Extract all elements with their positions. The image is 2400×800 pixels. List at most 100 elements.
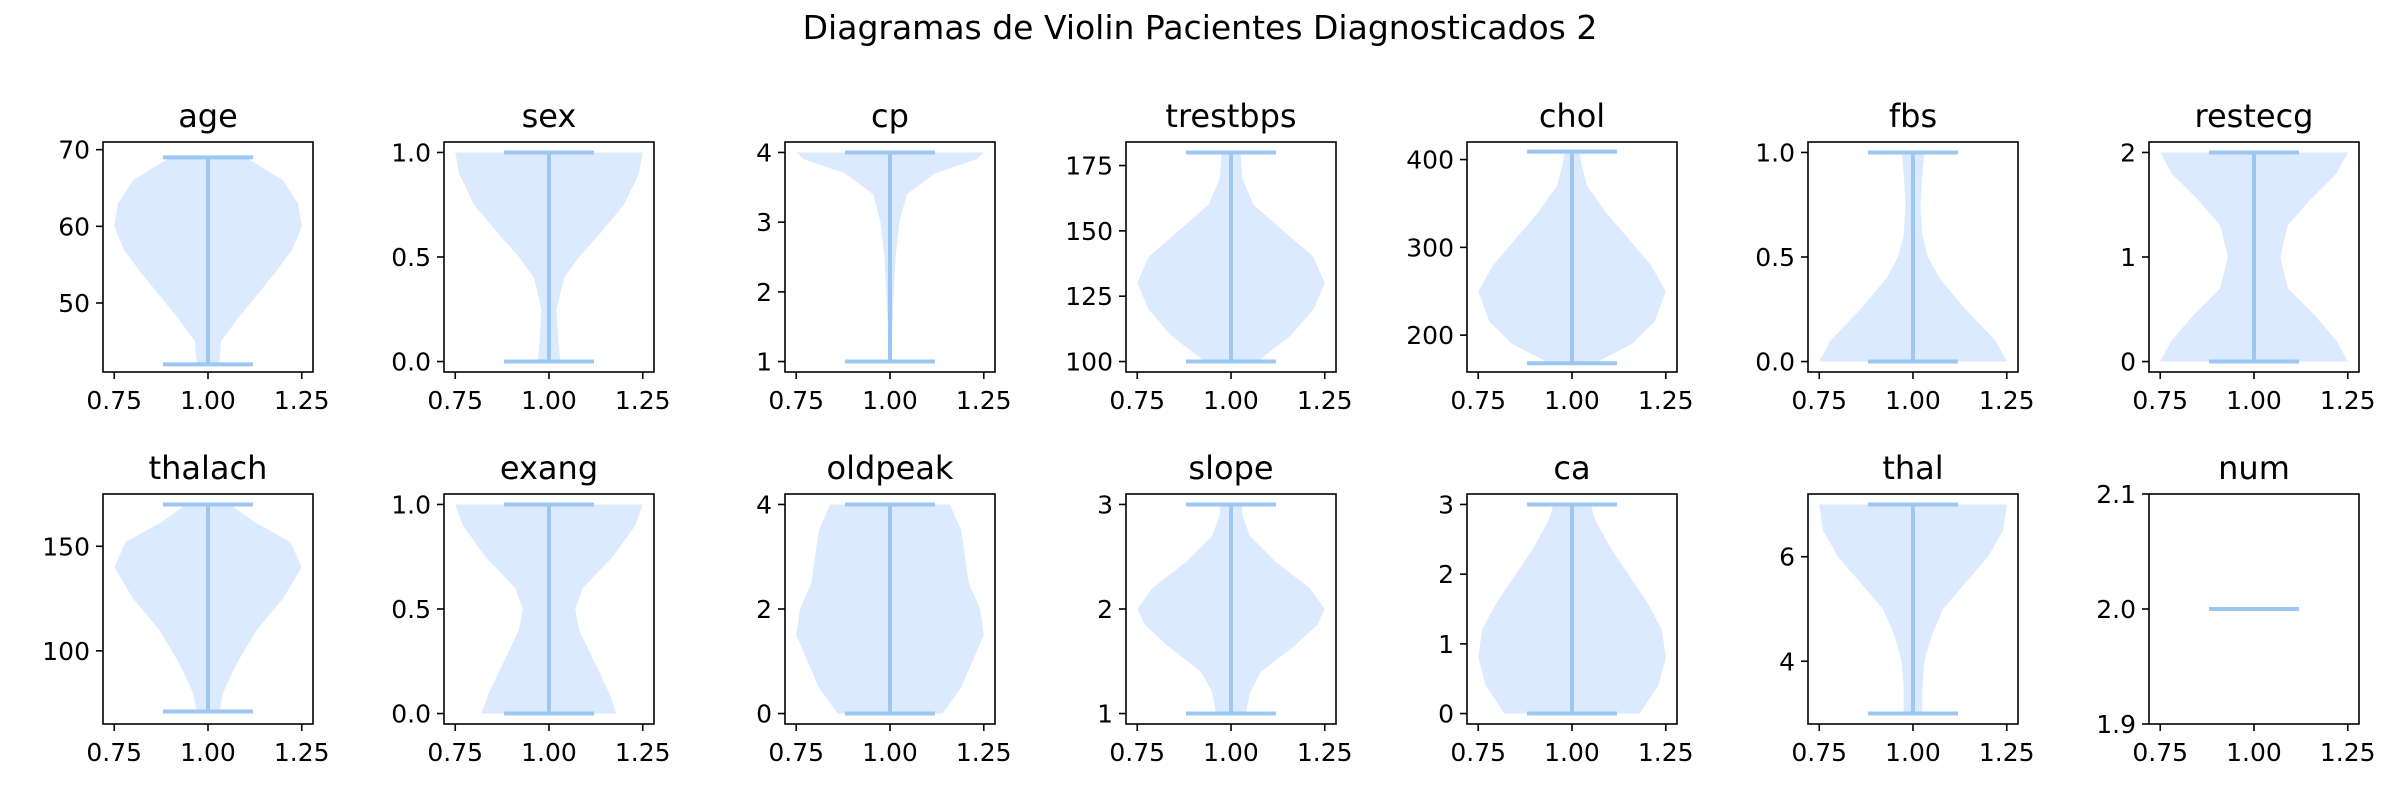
y-tick-label: 1.0 [1755, 138, 1795, 167]
x-tick-label: 1.25 [956, 738, 1012, 767]
y-tick-label: 2 [756, 595, 772, 624]
x-tick-label: 1.25 [1979, 738, 2035, 767]
y-tick-label: 4 [756, 490, 772, 519]
y-tick-label: 1 [1438, 630, 1454, 659]
x-tick-label: 0.75 [427, 738, 483, 767]
y-tick-label: 1 [2120, 243, 2136, 272]
y-tick-label: 0 [1438, 700, 1454, 729]
subplot-oldpeak: oldpeak 0.75 1.00 1.25 0 2 4 [756, 449, 1011, 767]
x-tick-label: 0.75 [768, 738, 824, 767]
x-tick-label: 0.75 [427, 386, 483, 415]
y-tick-label: 0.0 [391, 348, 431, 377]
x-tick-label: 1.25 [615, 386, 671, 415]
subplot-title: trestbps [1165, 97, 1296, 135]
y-tick-label: 6 [1779, 543, 1795, 572]
y-tick-label: 2 [1097, 595, 1113, 624]
y-tick-label: 1 [756, 348, 772, 377]
x-tick-label: 1.25 [1979, 386, 2035, 415]
x-tick-label: 1.25 [274, 386, 330, 415]
y-tick-label: 0 [756, 700, 772, 729]
subplot-title: ca [1553, 449, 1590, 487]
y-tick-label: 2.0 [2096, 595, 2136, 624]
x-tick-label: 1.00 [862, 386, 918, 415]
y-tick-label: 1.9 [2096, 710, 2136, 739]
x-tick-label: 1.00 [521, 386, 577, 415]
subplot-sex: sex 0.75 1.00 1.25 0.0 0.5 1.0 [391, 97, 670, 415]
subplot-title: num [2218, 449, 2290, 487]
y-tick-label: 70 [58, 136, 90, 165]
x-tick-label: 0.75 [86, 738, 142, 767]
subplot-title: chol [1539, 97, 1605, 135]
y-tick-label: 100 [1065, 348, 1113, 377]
x-tick-label: 0.75 [1109, 738, 1165, 767]
x-tick-label: 1.00 [1544, 738, 1600, 767]
x-tick-label: 0.75 [1109, 386, 1165, 415]
x-tick-label: 0.75 [2132, 386, 2188, 415]
y-tick-label: 2 [1438, 560, 1454, 589]
y-tick-label: 1 [1097, 700, 1113, 729]
subplot-title: thal [1882, 449, 1943, 487]
y-tick-label: 0.5 [391, 243, 431, 272]
x-tick-label: 1.00 [1203, 738, 1259, 767]
subplot-trestbps: trestbps 0.75 1.00 1.25 100 125 150 175 [1065, 97, 1352, 415]
y-tick-label: 0.5 [1755, 243, 1795, 272]
x-tick-label: 1.00 [180, 386, 236, 415]
y-tick-label: 150 [1065, 217, 1113, 246]
x-tick-label: 1.25 [1638, 386, 1694, 415]
x-tick-label: 1.25 [2320, 386, 2376, 415]
subplot-title: sex [522, 97, 577, 135]
subplot-fbs: fbs 0.75 1.00 1.25 0.0 0.5 1.0 [1755, 97, 2034, 415]
subplot-title: exang [500, 449, 598, 487]
subplot-num: num 0.75 1.00 1.25 1.9 2.0 2.1 [2096, 449, 2375, 767]
x-tick-label: 0.75 [1791, 386, 1847, 415]
y-tick-label: 100 [42, 637, 90, 666]
subplot-title: slope [1188, 449, 1273, 487]
x-tick-label: 1.00 [862, 738, 918, 767]
x-tick-label: 1.00 [1544, 386, 1600, 415]
y-tick-label: 3 [756, 208, 772, 237]
x-tick-label: 0.75 [1791, 738, 1847, 767]
subplot-thal: thal 0.75 1.00 1.25 4 6 [1779, 449, 2034, 767]
x-tick-label: 0.75 [768, 386, 824, 415]
x-tick-label: 0.75 [1450, 386, 1506, 415]
subplot-ca: ca 0.75 1.00 1.25 0 1 2 3 [1438, 449, 1693, 767]
subplot-cp: cp 0.75 1.00 1.25 1 2 3 4 [756, 97, 1011, 415]
subplot-exang: exang 0.75 1.00 1.25 0.0 0.5 1.0 [391, 449, 670, 767]
x-tick-label: 1.00 [1203, 386, 1259, 415]
x-tick-label: 1.25 [1297, 738, 1353, 767]
subplot-thalach: thalach 0.75 1.00 1.25 100 150 [42, 449, 329, 767]
y-tick-label: 3 [1097, 490, 1113, 519]
subplot-title: oldpeak [827, 449, 954, 487]
x-tick-label: 1.25 [1297, 386, 1353, 415]
x-tick-label: 0.75 [86, 386, 142, 415]
y-tick-label: 0.0 [1755, 348, 1795, 377]
y-tick-label: 2 [2120, 138, 2136, 167]
subplot-age: age 0.75 1.00 1.25 50 60 70 [58, 97, 329, 415]
subplot-title: cp [871, 97, 909, 135]
y-tick-label: 300 [1406, 233, 1454, 262]
subplot-title: thalach [149, 449, 268, 487]
x-tick-label: 1.00 [1885, 386, 1941, 415]
x-tick-label: 1.00 [521, 738, 577, 767]
y-tick-label: 50 [58, 289, 90, 318]
x-tick-label: 1.25 [2320, 738, 2376, 767]
subplot-restecg: restecg 0.75 1.00 1.25 0 1 2 [2120, 97, 2375, 415]
y-tick-label: 175 [1065, 152, 1113, 181]
y-tick-label: 0 [2120, 348, 2136, 377]
y-tick-label: 2 [756, 278, 772, 307]
y-tick-label: 150 [42, 532, 90, 561]
subplot-title: restecg [2195, 97, 2314, 135]
y-tick-label: 400 [1406, 146, 1454, 175]
subplot-title: fbs [1889, 97, 1937, 135]
y-tick-label: 4 [1779, 647, 1795, 676]
x-tick-label: 1.25 [1638, 738, 1694, 767]
y-tick-label: 1.0 [391, 138, 431, 167]
x-tick-label: 1.00 [1885, 738, 1941, 767]
subplot-slope: slope 0.75 1.00 1.25 1 2 3 [1097, 449, 1352, 767]
y-tick-label: 3 [1438, 490, 1454, 519]
y-tick-label: 125 [1065, 282, 1113, 311]
y-tick-label: 60 [58, 212, 90, 241]
subplot-chol: chol 0.75 1.00 1.25 200 300 400 [1406, 97, 1693, 415]
y-tick-label: 4 [756, 138, 772, 167]
